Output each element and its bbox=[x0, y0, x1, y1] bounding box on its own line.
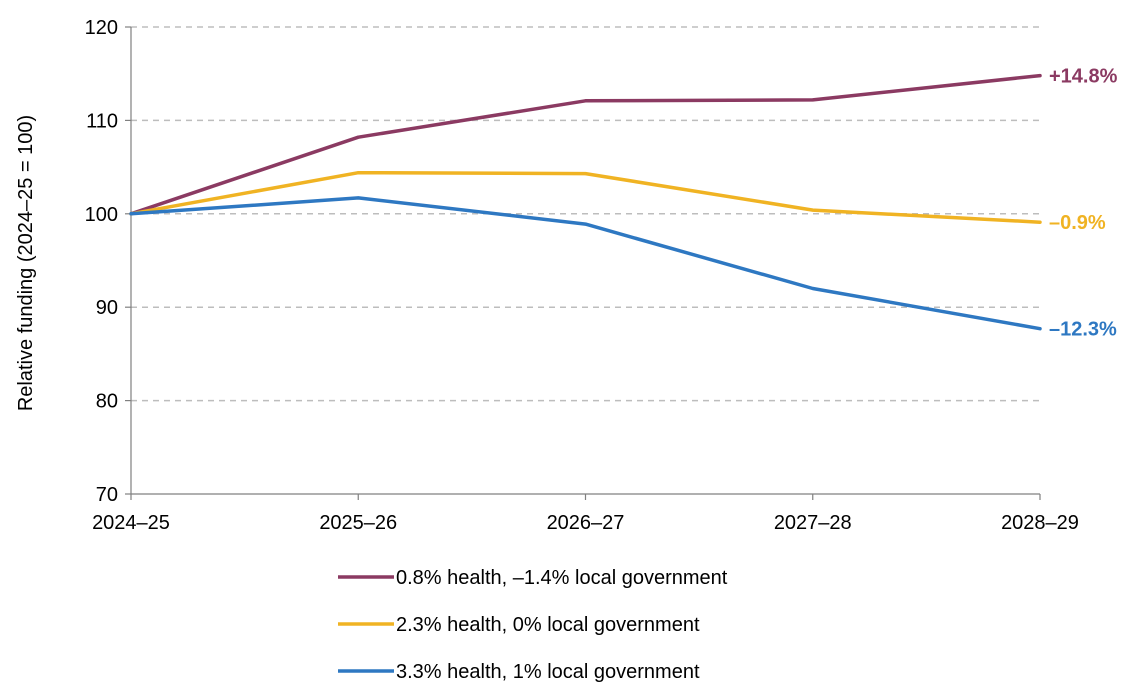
data-point bbox=[129, 212, 133, 216]
series-line bbox=[129, 73, 1042, 216]
y-tick-label: 120 bbox=[85, 17, 118, 39]
data-point bbox=[811, 287, 815, 291]
data-point bbox=[1038, 327, 1042, 331]
x-tick-label: 2026–27 bbox=[547, 512, 625, 534]
y-tick-label: 90 bbox=[96, 297, 118, 319]
x-tick-label: 2028–29 bbox=[1001, 512, 1079, 534]
data-point bbox=[356, 171, 360, 175]
series-end-label: –0.9% bbox=[1049, 212, 1106, 234]
legend-label: 0.8% health, –1.4% local government bbox=[396, 567, 728, 589]
data-point bbox=[356, 135, 360, 139]
series-end-label: +14.8% bbox=[1049, 66, 1118, 88]
series-end-label: –12.3% bbox=[1049, 319, 1117, 341]
legend-label: 3.3% health, 1% local government bbox=[396, 661, 700, 683]
data-point bbox=[584, 172, 587, 176]
series-lines bbox=[129, 73, 1042, 331]
gridlines bbox=[131, 26, 1040, 402]
data-point bbox=[584, 222, 587, 226]
y-axis-title: Relative funding (2024–25 = 100) bbox=[15, 115, 37, 411]
axes: 70 80 90 100 110 120 2024–25 2025–26 2026–27 2027… bbox=[85, 17, 1079, 534]
legend-label: 2.3% health, 0% local government bbox=[396, 614, 700, 636]
x-tick-label: 2025–26 bbox=[319, 512, 397, 534]
data-point bbox=[811, 208, 815, 212]
legend: 0.8% health, –1.4% local government 2.3% … bbox=[338, 567, 728, 683]
x-tick-label: 2027–28 bbox=[774, 512, 852, 534]
y-tick-label: 100 bbox=[85, 204, 118, 226]
y-tick-label: 110 bbox=[86, 110, 118, 132]
x-tick-label: 2024–25 bbox=[92, 512, 170, 534]
data-point bbox=[1038, 74, 1042, 78]
data-point bbox=[811, 98, 815, 102]
data-point bbox=[1038, 220, 1042, 224]
series-line bbox=[129, 196, 1042, 331]
end-labels: +14.8% –0.9% –12.3% bbox=[1049, 66, 1118, 341]
data-point bbox=[584, 99, 587, 103]
data-point bbox=[356, 196, 360, 200]
y-tick-label: 70 bbox=[96, 484, 118, 506]
y-tick-label: 80 bbox=[96, 391, 118, 413]
series-line bbox=[129, 170, 1042, 224]
